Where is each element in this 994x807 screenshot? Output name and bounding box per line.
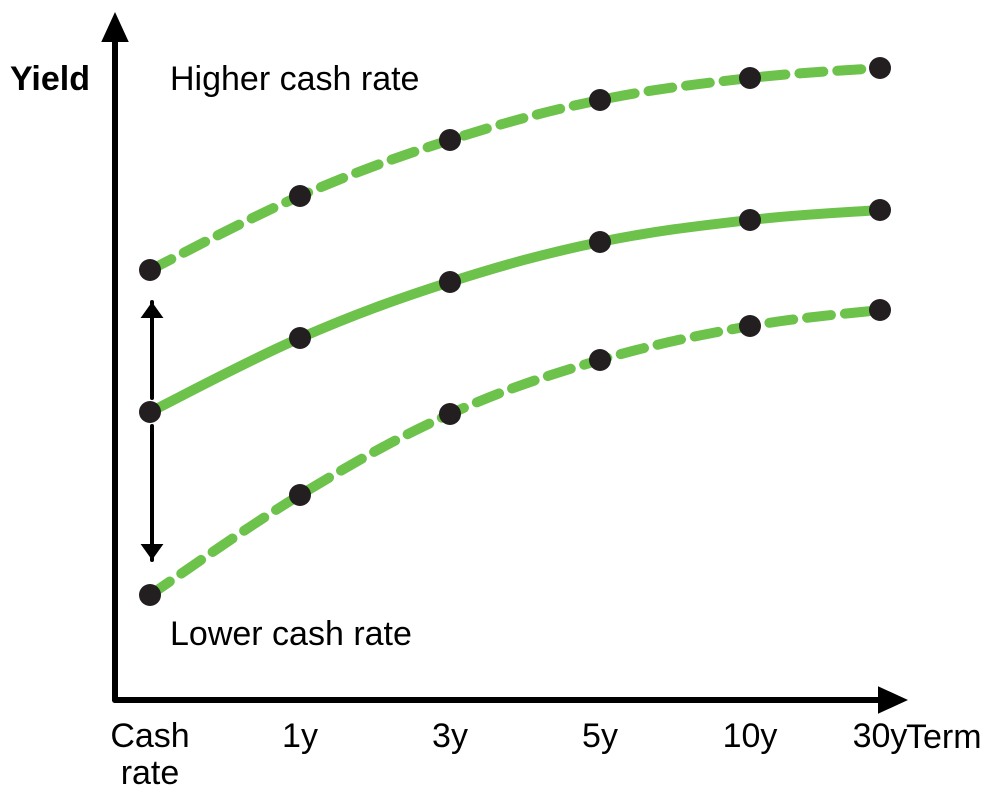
curve-middle	[150, 210, 880, 412]
x-tick-label: 30y	[853, 718, 908, 755]
higher-cash-label: Higher cash rate	[170, 60, 419, 99]
lower-cash-label: Lower cash rate	[170, 615, 412, 654]
x-tick-label: 10y	[723, 718, 778, 755]
x-tick-label: Cash rate	[110, 718, 189, 793]
shift-arrows	[141, 302, 164, 560]
axes	[101, 12, 908, 714]
x-axis-label: Term	[906, 718, 982, 757]
curves	[150, 68, 880, 595]
x-tick-label: 3y	[432, 718, 468, 755]
x-tick-label: 5y	[582, 718, 618, 755]
y-axis-label: Yield	[10, 60, 90, 99]
x-tick-label: 1y	[282, 718, 318, 755]
